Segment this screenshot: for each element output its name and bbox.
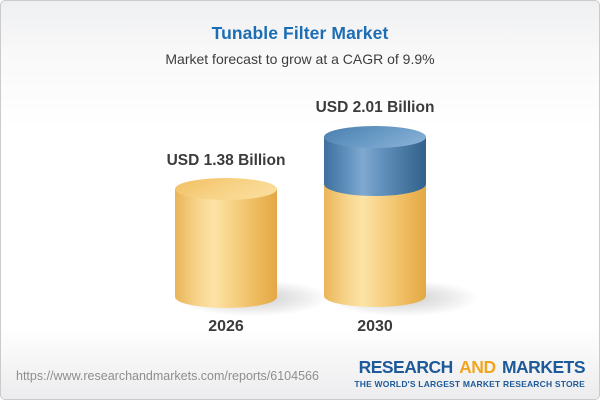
logo-word-and: AND <box>459 357 496 377</box>
report-url: https://www.researchandmarkets.com/repor… <box>16 369 319 383</box>
bar-2030-top-ellipse <box>324 126 426 148</box>
research-and-markets-logo: RESEARCH AND MARKETS THE WORLD'S LARGEST… <box>354 357 586 390</box>
bar-2026-base-segment <box>175 189 277 308</box>
page-title: Tunable Filter Market <box>211 23 389 43</box>
bar-2030-base-segment <box>324 183 426 307</box>
logo-word-markets: MARKETS <box>501 357 586 377</box>
x-axis-label-2030: 2030 <box>357 318 393 335</box>
x-axis-label-2026: 2026 <box>208 318 244 335</box>
logo-wordmark: RESEARCH AND MARKETS <box>354 357 586 377</box>
bar-value-label-2026: USD 1.38 Billion <box>166 152 286 169</box>
bar-2026-top-ellipse <box>175 178 277 200</box>
logo-word-research: RESEARCH <box>358 357 454 377</box>
logo-tagline: THE WORLD'S LARGEST MARKET RESEARCH STOR… <box>354 379 585 390</box>
chart-subtitle: Market forecast to grow at a CAGR of 9.9… <box>165 51 435 67</box>
bar-value-label-2030: USD 2.01 Billion <box>315 99 435 116</box>
